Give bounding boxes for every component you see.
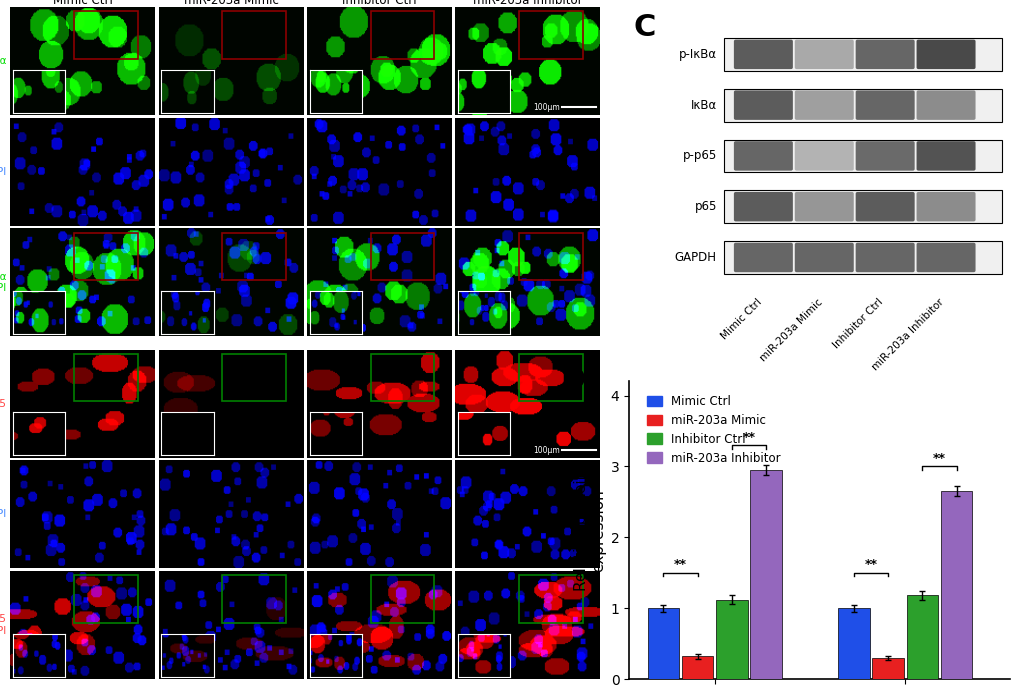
Bar <box>73 233 138 280</box>
Bar <box>940 491 971 679</box>
Bar <box>682 657 712 679</box>
Text: miR-203a Inhibitor: miR-203a Inhibitor <box>869 297 946 372</box>
Text: 100μm: 100μm <box>532 446 559 455</box>
FancyBboxPatch shape <box>723 241 1002 274</box>
Text: C: C <box>633 14 655 43</box>
Title: Inhibitor Ctrl: Inhibitor Ctrl <box>341 0 416 7</box>
Bar <box>750 470 782 679</box>
Text: **: ** <box>863 558 876 571</box>
Bar <box>519 233 582 280</box>
Title: Mimic Ctrl: Mimic Ctrl <box>53 0 112 7</box>
Text: GAPDH: GAPDH <box>675 251 716 264</box>
Bar <box>647 608 679 679</box>
Text: D: D <box>560 366 585 395</box>
Text: Mimic Ctrl: Mimic Ctrl <box>718 297 762 341</box>
Bar <box>370 576 434 623</box>
FancyBboxPatch shape <box>723 38 1002 71</box>
FancyBboxPatch shape <box>794 243 853 272</box>
Bar <box>370 354 434 401</box>
Legend: Mimic Ctrl, miR-203a Mimic, Inhibitor Ctrl, miR-203a Inhibitor: Mimic Ctrl, miR-203a Mimic, Inhibitor Ct… <box>642 390 785 469</box>
Title: miR-203a Mimic: miR-203a Mimic <box>183 0 278 7</box>
Y-axis label: p-IκBα: p-IκBα <box>0 56 6 66</box>
FancyBboxPatch shape <box>733 40 792 69</box>
Y-axis label: p65
DAPI: p65 DAPI <box>0 615 6 636</box>
Title: miR-203a Inhibitor: miR-203a Inhibitor <box>473 0 582 7</box>
Text: **: ** <box>742 431 755 444</box>
Text: p65: p65 <box>694 200 716 213</box>
FancyBboxPatch shape <box>916 141 974 171</box>
Bar <box>73 11 138 59</box>
FancyBboxPatch shape <box>855 141 914 171</box>
FancyBboxPatch shape <box>733 243 792 272</box>
Bar <box>370 11 434 59</box>
FancyBboxPatch shape <box>723 190 1002 223</box>
FancyBboxPatch shape <box>916 243 974 272</box>
FancyBboxPatch shape <box>916 192 974 222</box>
Y-axis label: p-IκBα
DAPI: p-IκBα DAPI <box>0 272 6 293</box>
Text: 100μm: 100μm <box>532 103 559 112</box>
FancyBboxPatch shape <box>794 141 853 171</box>
Bar <box>906 595 937 679</box>
Bar <box>519 354 582 401</box>
FancyBboxPatch shape <box>794 91 853 120</box>
Bar <box>715 600 747 679</box>
FancyBboxPatch shape <box>794 40 853 69</box>
Y-axis label: DAPI: DAPI <box>0 510 6 519</box>
FancyBboxPatch shape <box>916 91 974 120</box>
Bar <box>222 576 285 623</box>
FancyBboxPatch shape <box>733 91 792 120</box>
Bar <box>519 11 582 59</box>
FancyBboxPatch shape <box>723 88 1002 121</box>
FancyBboxPatch shape <box>855 243 914 272</box>
Bar <box>73 354 138 401</box>
Bar <box>222 11 285 59</box>
Text: **: ** <box>932 452 945 465</box>
Text: miR-203a Mimic: miR-203a Mimic <box>757 297 823 363</box>
Text: p-IκBα: p-IκBα <box>678 48 716 61</box>
Bar <box>519 576 582 623</box>
Text: **: ** <box>674 558 687 571</box>
Text: IκBα: IκBα <box>690 99 716 112</box>
FancyBboxPatch shape <box>855 192 914 222</box>
Bar <box>222 233 285 280</box>
FancyBboxPatch shape <box>723 139 1002 172</box>
Bar <box>73 576 138 623</box>
Bar <box>370 233 434 280</box>
FancyBboxPatch shape <box>855 91 914 120</box>
Bar <box>222 354 285 401</box>
Text: Inhibitor Ctrl: Inhibitor Ctrl <box>830 297 884 351</box>
FancyBboxPatch shape <box>733 192 792 222</box>
FancyBboxPatch shape <box>916 40 974 69</box>
Text: p-p65: p-p65 <box>682 150 716 163</box>
Y-axis label: p65: p65 <box>0 399 6 409</box>
Y-axis label: DAPI: DAPI <box>0 167 6 176</box>
FancyBboxPatch shape <box>733 141 792 171</box>
FancyBboxPatch shape <box>794 192 853 222</box>
Bar <box>838 608 868 679</box>
Y-axis label: Relative protein
expression: Relative protein expression <box>574 470 606 591</box>
FancyBboxPatch shape <box>855 40 914 69</box>
Bar <box>871 658 903 679</box>
